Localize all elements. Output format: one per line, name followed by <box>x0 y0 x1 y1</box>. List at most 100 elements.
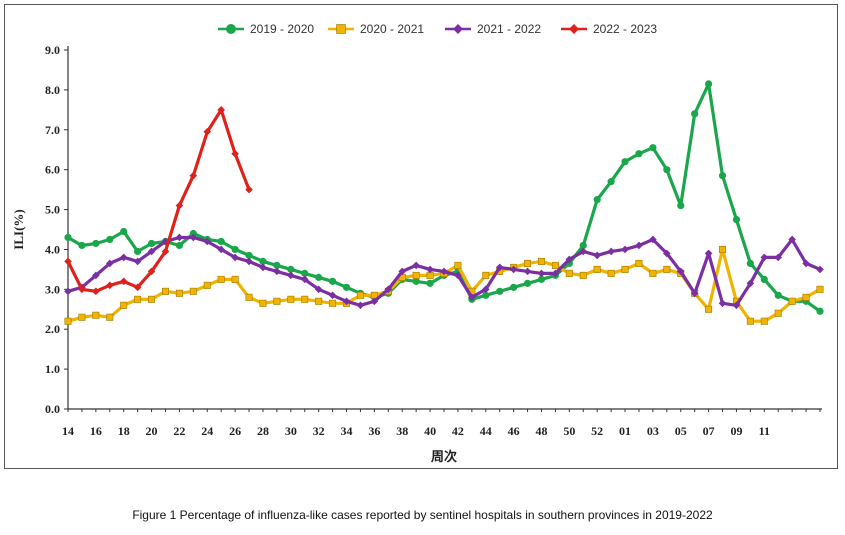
data-point <box>551 261 559 269</box>
data-point <box>537 275 546 283</box>
data-point <box>774 253 783 262</box>
x-tick-label: 34 <box>341 424 353 438</box>
data-point <box>203 281 211 289</box>
data-point <box>64 257 72 266</box>
data-point <box>704 249 713 258</box>
data-point <box>719 245 727 253</box>
figure-caption: Figure 1 Percentage of influenza-like ca… <box>132 508 713 522</box>
data-point <box>426 279 434 287</box>
x-axis-ticks: 14 16 18 20 22 24 26 28 30 32 34 36 38 40 42 44 46 48 50 52… <box>62 409 821 438</box>
data-point <box>565 255 574 264</box>
data-point <box>245 251 253 260</box>
y-tick-label: 8.0 <box>45 83 60 97</box>
data-point <box>217 106 225 114</box>
data-point <box>412 277 420 285</box>
data-point <box>175 289 183 297</box>
data-point <box>510 283 518 291</box>
legend-entry: 2019 - 2020 <box>218 22 314 36</box>
data-point <box>287 271 295 280</box>
data-point <box>134 247 142 256</box>
legend-label: 2020 - 2021 <box>360 22 424 36</box>
data-point <box>134 295 142 303</box>
data-point <box>523 267 532 276</box>
x-tick-label: 26 <box>229 424 241 438</box>
data-point <box>705 305 713 313</box>
x-tick-label: 52 <box>591 424 603 438</box>
data-point <box>635 150 643 158</box>
data-point <box>287 265 295 273</box>
data-point <box>203 237 212 246</box>
data-point <box>774 291 782 299</box>
data-point <box>635 241 643 250</box>
data-point <box>565 269 573 277</box>
data-point <box>133 257 142 266</box>
data-point <box>189 233 198 242</box>
data-point <box>551 269 560 278</box>
data-point <box>92 271 100 280</box>
data-point <box>774 309 782 317</box>
data-point <box>482 291 490 299</box>
data-point <box>231 149 239 158</box>
data-point <box>718 172 727 180</box>
data-point <box>732 301 741 310</box>
data-point <box>245 185 253 194</box>
data-point <box>649 144 657 152</box>
data-point <box>649 269 657 277</box>
data-point <box>593 265 601 273</box>
data-point <box>635 259 643 267</box>
data-point <box>481 285 490 294</box>
data-point <box>524 259 532 267</box>
x-tick-label: 46 <box>508 424 520 438</box>
y-tick-label: 4.0 <box>45 242 60 256</box>
data-point <box>161 287 169 295</box>
data-point <box>788 297 796 305</box>
data-point <box>328 291 337 300</box>
data-point <box>523 279 532 287</box>
x-tick-label: 07 <box>703 424 715 438</box>
data-point <box>119 253 128 262</box>
data-point <box>384 285 393 294</box>
data-point <box>329 299 337 307</box>
x-tick-label: 11 <box>759 424 770 438</box>
data-point <box>342 283 351 291</box>
x-tick-label: 20 <box>146 424 158 438</box>
data-point <box>92 311 100 319</box>
data-point <box>454 261 462 269</box>
data-point <box>231 245 239 254</box>
y-axis-title: ILI(%) <box>11 209 26 249</box>
legend-swatch-marker <box>453 24 463 34</box>
data-point <box>704 80 713 88</box>
data-point <box>175 201 184 210</box>
data-point <box>495 263 504 272</box>
data-point <box>579 271 587 279</box>
data-point <box>663 249 671 258</box>
data-point <box>607 247 615 256</box>
series-1 <box>64 80 824 315</box>
data-point <box>64 287 72 296</box>
data-point <box>245 257 253 266</box>
y-tick-label: 1.0 <box>45 362 60 376</box>
data-point <box>593 251 601 260</box>
data-point <box>189 229 197 238</box>
data-point <box>203 127 212 136</box>
data-point <box>78 313 86 321</box>
x-tick-label: 22 <box>173 424 185 438</box>
data-point <box>273 297 281 305</box>
data-point <box>64 233 72 242</box>
data-point <box>259 257 267 266</box>
data-point <box>301 295 309 303</box>
data-point <box>690 289 699 298</box>
series-line <box>66 108 251 293</box>
x-tick-label: 44 <box>480 424 492 438</box>
data-point <box>189 171 198 180</box>
y-tick-label: 6.0 <box>45 163 60 177</box>
legend-label: 2021 - 2022 <box>477 22 541 36</box>
data-point <box>189 287 197 295</box>
data-point <box>328 277 337 285</box>
data-point <box>579 247 588 256</box>
data-point <box>412 271 420 279</box>
data-point <box>287 295 295 303</box>
data-point <box>314 285 323 294</box>
ili-line-chart: 2019 - 2020 2020 - 2021 2021 - 2022 2022 - … <box>11 22 824 464</box>
legend-label: 2022 - 2023 <box>593 22 657 36</box>
